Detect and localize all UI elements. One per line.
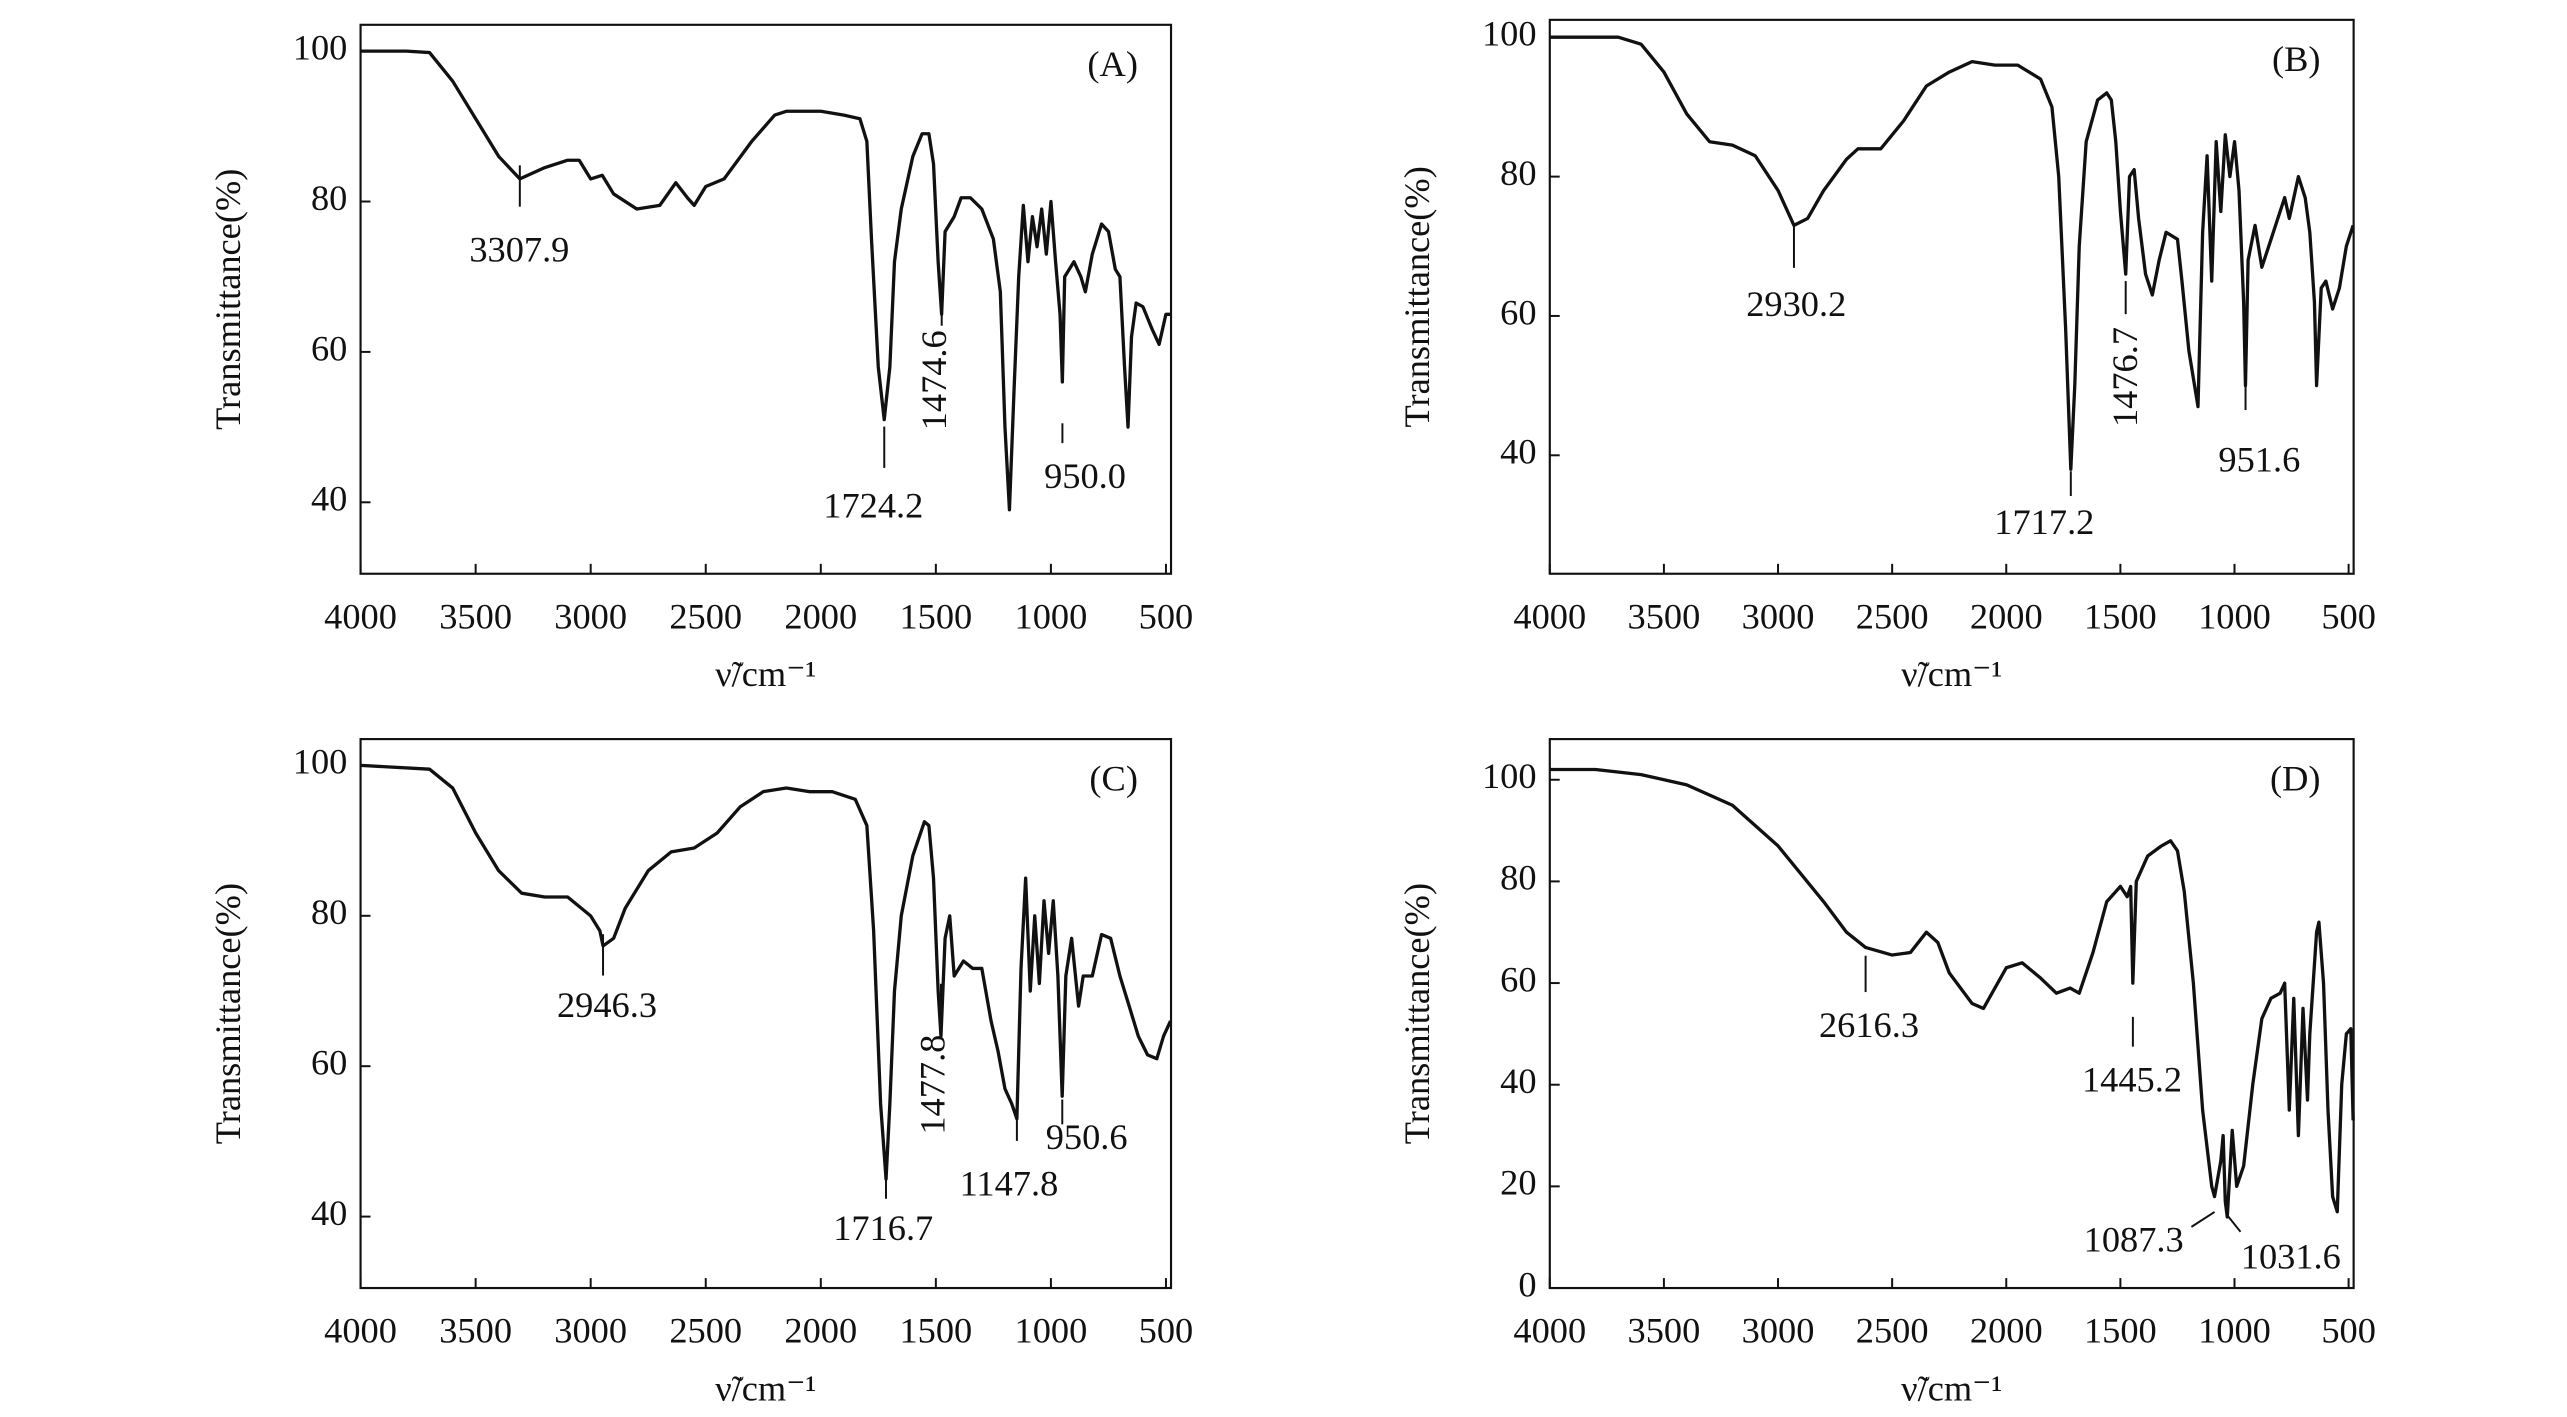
x-axis-label: ν̃/cm⁻¹: [715, 654, 816, 694]
peak-label: 2616.3: [1819, 1005, 1919, 1045]
y-tick-label: 60: [1500, 292, 1536, 332]
panel-label: (D): [2270, 758, 2321, 798]
peak-label: 950.0: [1044, 456, 1126, 496]
peak-label: 1445.2: [2082, 1059, 2182, 1099]
plot-frame: [1548, 18, 2355, 575]
x-axis-label: ν̃/cm⁻¹: [715, 1369, 816, 1409]
x-axis-label: ν̃/cm⁻¹: [1901, 1369, 2002, 1409]
spectrum-line: [360, 49, 1171, 512]
peak-label: 950.6: [1046, 1117, 1128, 1157]
x-tick-label: 500: [2321, 596, 2376, 636]
x-tick-label: 1000: [1015, 1311, 1088, 1351]
peak-label: 2946.3: [557, 985, 657, 1025]
y-tick-label: 60: [311, 1043, 347, 1083]
y-tick-label: 40: [311, 479, 347, 519]
y-tick-label: 20: [1500, 1163, 1536, 1203]
y-axis-label: Transmittance(%): [1397, 166, 1437, 427]
peak-label: 1717.2: [1994, 502, 2094, 542]
x-tick-label: 1000: [1015, 596, 1088, 636]
y-tick-label: 100: [1482, 756, 1537, 796]
x-tick-label: 2000: [784, 1311, 857, 1351]
x-tick-label: 3000: [554, 1311, 627, 1351]
y-axis-label: Transmittance(%): [208, 883, 248, 1144]
y-tick-label: 80: [311, 178, 347, 218]
x-tick-label: 2000: [784, 596, 857, 636]
y-tick-label: 40: [1500, 432, 1536, 472]
plot-frame: [1548, 738, 2355, 1290]
y-tick-label: 80: [1500, 858, 1536, 898]
plot-frame: [359, 738, 1173, 1290]
x-tick-label: 1000: [2198, 596, 2271, 636]
x-tick-label: 3500: [1628, 596, 1701, 636]
x-tick-label: 1500: [2084, 1311, 2157, 1351]
x-tick-label: 2500: [669, 1311, 742, 1351]
peak-label: 1477.8: [913, 1035, 953, 1135]
x-tick-label: 2500: [1856, 1311, 1929, 1351]
x-tick-label: 4000: [324, 596, 397, 636]
x-tick-label: 3500: [1628, 1311, 1701, 1351]
x-tick-label: 2000: [1970, 596, 2043, 636]
plot-frame: [359, 23, 1173, 575]
peak-label: 2930.2: [1746, 284, 1846, 324]
x-tick-label: 2000: [1970, 1311, 2043, 1351]
x-tick-label: 1000: [2198, 1311, 2271, 1351]
y-tick-label: 40: [1500, 1061, 1536, 1101]
peak-label: 1031.6: [2241, 1236, 2341, 1276]
peak-label: 1474.6: [914, 330, 954, 430]
y-tick-label: 100: [293, 27, 348, 67]
x-tick-label: 1500: [899, 1311, 972, 1351]
y-axis-label: Transmittance(%): [1397, 883, 1437, 1144]
x-tick-label: 500: [1139, 596, 1194, 636]
panel-label: (B): [2272, 39, 2321, 79]
y-tick-label: 60: [311, 328, 347, 368]
peak-label: 1087.3: [2084, 1220, 2184, 1260]
peak-label: 951.6: [2218, 439, 2300, 479]
x-tick-label: 500: [2321, 1311, 2376, 1351]
y-tick-label: 40: [311, 1193, 347, 1233]
y-tick-label: 100: [293, 742, 348, 782]
y-tick-label: 80: [311, 892, 347, 932]
peak-label: 3307.9: [469, 229, 569, 269]
y-tick-label: 80: [1500, 153, 1536, 193]
x-axis-label: ν̃/cm⁻¹: [1901, 654, 2002, 694]
x-tick-label: 1500: [2084, 596, 2157, 636]
x-tick-label: 2500: [1856, 596, 1929, 636]
y-tick-label: 60: [1500, 959, 1536, 999]
panel-label: (A): [1087, 44, 1138, 84]
y-axis-label: Transmittance(%): [208, 169, 248, 430]
x-tick-label: 500: [1139, 1311, 1194, 1351]
peak-label: 1716.7: [833, 1208, 933, 1248]
x-tick-label: 2500: [669, 596, 742, 636]
peak-marker: [2226, 1214, 2242, 1233]
spectrum-line: [1549, 35, 2355, 471]
spectrum-line: [1549, 767, 2355, 1219]
x-tick-label: 4000: [1513, 596, 1586, 636]
peak-label: 1147.8: [960, 1164, 1059, 1204]
x-tick-label: 4000: [324, 1311, 397, 1351]
y-tick-label: 100: [1482, 14, 1537, 54]
peak-label: 1476.7: [2105, 327, 2145, 427]
x-tick-label: 3000: [554, 596, 627, 636]
x-tick-label: 4000: [1513, 1311, 1586, 1351]
x-tick-label: 1500: [899, 596, 972, 636]
x-tick-label: 3000: [1742, 596, 1815, 636]
spectrum-line: [360, 763, 1173, 1181]
y-tick-label: 0: [1518, 1264, 1536, 1304]
x-tick-label: 3000: [1742, 1311, 1815, 1351]
peak-marker: [2190, 1211, 2216, 1228]
x-tick-label: 3500: [439, 596, 512, 636]
x-tick-label: 3500: [439, 1311, 512, 1351]
panel-label: (C): [1089, 758, 1138, 798]
peak-label: 1724.2: [823, 486, 923, 526]
